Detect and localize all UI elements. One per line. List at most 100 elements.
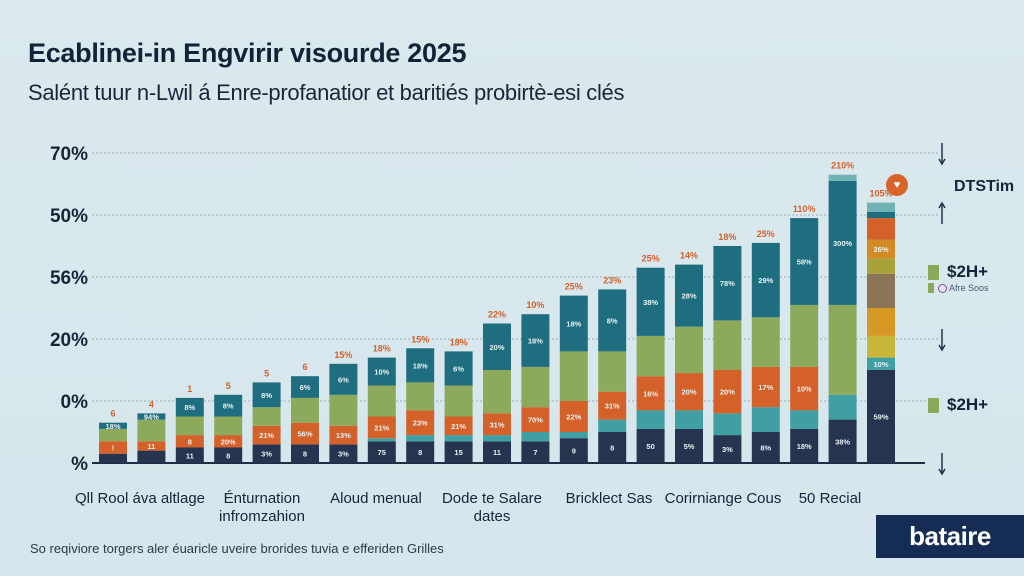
segment-label: 28% [681,292,696,301]
bar-segment-teal_dark [252,382,281,408]
segment-label: 8 [418,448,422,457]
chart-subtitle: Salént tuur n-Lwil á Enre-profanatior et… [28,80,625,105]
bar-total-label: 15% [334,350,352,360]
bar-segment-green [713,320,742,370]
segment-label: 300% [833,239,853,248]
segment-label: 21% [374,423,389,432]
bar-segment-navy [175,447,204,463]
bar-segment-navy [828,419,857,463]
segment-label: 58% [797,258,812,267]
bar-segment-green [444,385,473,417]
bar-segment-green [99,428,127,442]
bar-segment [867,218,895,240]
segment-label: 8% [184,403,195,412]
segment-label: 22% [566,413,581,422]
bar-segment-teal_dark [790,218,819,305]
bar-segment-teal_dark [521,314,550,367]
bar-segment-teal_dark [483,323,511,370]
bar-segment [867,370,895,463]
segment-label: 10% [797,385,812,394]
segment-label: 17% [758,383,773,392]
segment-label: 6% [338,375,349,384]
bar-segment-orange [751,366,780,408]
strawberry-badge-icon: ♥ [886,174,908,196]
legend-title: DTSTim [954,178,1015,195]
bar-segment-orange [214,435,243,448]
footnote: So reqiviore torgers aler éuaricle uveir… [30,541,444,556]
bar-segment-navy [444,441,473,463]
bar-segment-orange [291,422,319,445]
bar-segment-orange [367,416,396,439]
segment-label: 5% [684,442,695,451]
segment-label: 20% [720,388,735,397]
legend-swatch [928,283,934,293]
bar-segment-green [367,385,396,417]
y-tick-label: 20% [50,330,88,351]
bar-segment-orange [598,391,627,420]
bar-total-label: 23% [603,275,621,285]
bar-segment-navy [636,428,665,463]
bar-segment-teal_dark [99,422,127,429]
segment-label: 13% [336,431,351,440]
legend-item: $2H+ [928,262,988,282]
bar-segment-teal_dark [175,397,204,417]
bar-segment-navy [329,444,358,463]
bar-segment-teal_dark [137,413,166,420]
bar-cap [828,174,857,181]
legend-subitem: Afre Soos [928,283,989,293]
bar-segment-teal_dark [828,180,857,305]
segment-label: 31% [489,420,504,429]
bar-segment [867,211,895,219]
segment-label: 59% [873,413,888,422]
segment-label: 18% [528,337,543,346]
bar-segment-green [175,416,204,436]
bar-total-label: 15% [411,334,429,344]
segment-label: 20% [489,343,504,352]
segment-label: ! [112,444,115,453]
bar-segment-green [675,326,703,374]
segment-label: 26% [873,245,888,254]
segment-label: 10% [873,360,888,369]
segment-label: 10% [374,368,389,377]
bar-segment-teal_light [675,410,703,429]
segment-label: 3% [261,450,272,459]
bar-total-label: 25% [565,282,583,292]
x-category-label: Énturnation infromzahion [219,490,305,525]
bar-segment-green [751,317,780,367]
bar-segment-navy [521,441,550,463]
bar-segment-green [252,407,281,426]
segment-label: 11 [186,451,194,460]
bar-total-label: 14% [680,251,698,261]
bar-segment-teal_dark [559,295,588,352]
legend-swatch [928,264,939,280]
bar-segment-navy [291,444,319,463]
bar-segment-navy [99,453,127,463]
segment-label: 15 [454,448,462,457]
segment-label: 7 [533,448,537,457]
bar-total-label: 5 [264,368,269,378]
bar-segment-green [828,304,857,395]
bar-segment-navy [713,435,742,463]
bar-segment-navy [559,438,588,463]
bar-segment [867,308,895,336]
segment-label: 11 [493,448,501,457]
bar-segment-orange [675,373,703,411]
bar-total-label: 22% [488,310,506,320]
segment-label: 6% [300,383,311,392]
legend-swatch [928,397,939,413]
bar-total-label: 5 [226,381,231,391]
bar-segment-green [329,394,358,426]
bar-segment-teal_dark [751,242,780,318]
bar-segment-navy [214,447,243,463]
bar-segment-orange [559,401,588,432]
bar-segment-teal_dark [214,394,243,417]
y-tick-label: 56% [50,268,88,289]
bar-segment-orange [444,416,473,436]
bar-segment [867,239,895,259]
legend-item: $2H+ [928,395,988,415]
segment-label: 29% [758,276,773,285]
segment-label: 18% [566,320,581,329]
bar-segment-navy [483,441,511,463]
bar-segment-navy [137,450,166,463]
bar-segment-orange [790,366,819,411]
